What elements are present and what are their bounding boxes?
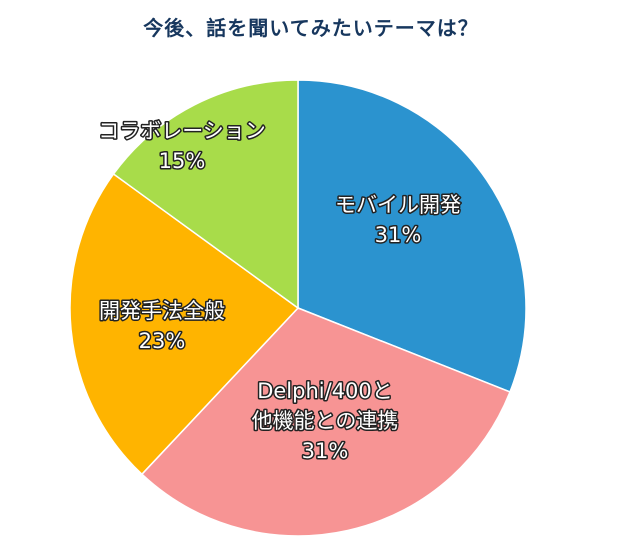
slice-name: 開発手法全般 — [99, 299, 225, 323]
chart-title: 今後、話を聞いてみたいテーマは？ — [143, 16, 479, 40]
slice-percent: 23% — [139, 329, 186, 353]
slice-label-1: モバイル開発 31% — [335, 193, 461, 247]
slice-label-2: Delphi/400と他機能との連携 31% — [252, 379, 399, 463]
slice-name: Delphi/400と — [257, 379, 393, 403]
pie-labels: モバイル開発 31% Delphi/400と他機能との連携 31% 開発手法全般 23% コ… — [97, 118, 463, 465]
slice-name: モバイル開発 — [335, 193, 461, 217]
slice-percent: 31% — [302, 439, 349, 463]
pie-slices — [69, 79, 527, 536]
slice-name: コラボレーション — [98, 119, 266, 143]
pie-slice-4 — [112, 79, 299, 310]
slice-label-4: コラボレーション 15% — [98, 119, 266, 173]
slice-label-3: 開発手法全般 23% — [99, 299, 225, 353]
slice-percent: 31% — [375, 223, 422, 247]
pie-slice-2 — [140, 307, 511, 536]
slice-name: 他機能との連携 — [252, 409, 399, 433]
pie-slice-3 — [69, 172, 300, 476]
pie-slice-1 — [297, 79, 527, 393]
slice-percent: 15% — [159, 149, 206, 173]
